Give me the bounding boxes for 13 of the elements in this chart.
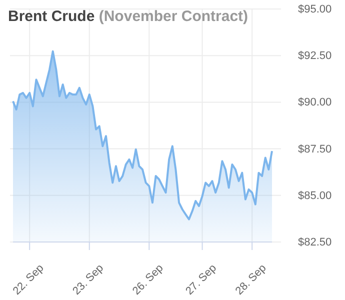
- x-tick-label: 23. Sep: [70, 262, 106, 298]
- x-tick-label: 22. Sep: [10, 262, 46, 298]
- y-tick-label: $85.00: [298, 190, 332, 202]
- chart-title: Brent Crude: [8, 8, 95, 25]
- x-tick-label: 26. Sep: [130, 262, 166, 298]
- y-tick-label: $95.00: [298, 4, 332, 16]
- y-tick-label: $87.50: [298, 143, 332, 156]
- x-tick-label: 27. Sep: [184, 262, 219, 298]
- y-tick-label: $90.00: [298, 96, 332, 109]
- x-tick-label: 28. Sep: [233, 262, 269, 298]
- y-tick-label: $92.50: [298, 50, 332, 62]
- chart-subtitle: (November Contract): [94, 8, 248, 25]
- y-tick-label: $82.50: [298, 236, 332, 249]
